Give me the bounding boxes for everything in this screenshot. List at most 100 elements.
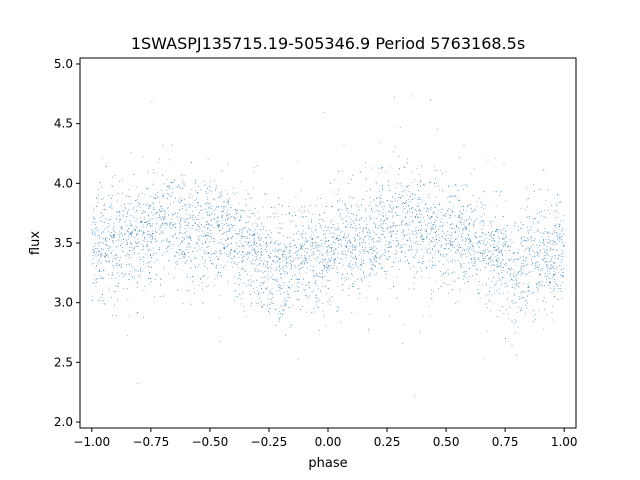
data-point	[210, 236, 212, 238]
data-point	[252, 187, 254, 189]
data-point	[359, 242, 360, 244]
data-point	[494, 249, 496, 251]
data-point	[218, 272, 220, 273]
data-point	[94, 218, 96, 220]
data-point	[150, 255, 152, 256]
data-point	[235, 296, 237, 298]
data-point	[192, 210, 194, 212]
data-point	[421, 262, 423, 264]
data-point	[450, 244, 452, 246]
data-point	[301, 305, 303, 307]
data-point	[360, 204, 362, 206]
data-point	[220, 205, 222, 207]
data-point	[522, 273, 524, 274]
data-point	[290, 220, 291, 222]
data-point	[149, 205, 150, 207]
data-point	[376, 218, 378, 220]
data-point	[301, 248, 303, 250]
data-point	[475, 236, 477, 238]
data-point	[196, 242, 198, 243]
data-point	[184, 225, 186, 227]
data-point	[421, 238, 423, 240]
data-point	[533, 292, 535, 294]
data-point	[281, 278, 282, 279]
data-point	[239, 219, 241, 221]
data-point	[262, 241, 264, 243]
data-point	[182, 303, 184, 304]
data-point	[406, 223, 408, 225]
data-point	[481, 232, 483, 234]
data-point	[412, 233, 413, 235]
data-point	[150, 242, 152, 243]
data-point	[271, 302, 272, 304]
data-point	[435, 220, 437, 222]
data-point	[119, 180, 120, 182]
data-point	[459, 244, 460, 246]
data-point	[332, 191, 334, 193]
data-point	[315, 294, 317, 296]
data-point	[438, 210, 440, 211]
data-point	[121, 265, 123, 267]
data-point	[418, 210, 420, 211]
data-point	[218, 226, 219, 227]
data-point	[448, 243, 449, 244]
data-point	[122, 214, 124, 216]
data-point	[498, 288, 499, 290]
data-point	[168, 194, 170, 196]
data-point	[181, 188, 183, 189]
data-point	[481, 207, 483, 209]
data-point	[453, 271, 455, 273]
data-point	[251, 197, 252, 199]
data-point	[197, 192, 199, 194]
data-point	[534, 313, 536, 315]
data-point	[129, 234, 131, 236]
data-point	[243, 283, 245, 284]
data-point	[229, 227, 230, 229]
data-point	[458, 227, 459, 229]
data-point	[445, 215, 447, 217]
data-point	[246, 241, 247, 243]
data-point	[354, 225, 356, 227]
data-point	[113, 228, 114, 230]
data-point	[521, 265, 523, 267]
data-point	[449, 241, 451, 243]
data-point	[170, 221, 172, 223]
data-point	[175, 252, 177, 254]
data-point	[529, 254, 531, 255]
data-point	[417, 205, 419, 207]
data-point	[155, 197, 157, 198]
data-point	[442, 236, 443, 238]
data-point	[282, 284, 284, 286]
data-point	[320, 198, 321, 199]
data-point	[286, 262, 287, 263]
data-point	[455, 252, 457, 254]
data-point	[547, 268, 549, 270]
data-point	[269, 312, 270, 314]
data-point	[551, 277, 553, 279]
data-point	[495, 258, 497, 260]
data-point	[463, 183, 465, 185]
data-point	[496, 245, 498, 247]
data-point	[164, 215, 166, 217]
data-point	[452, 240, 454, 242]
data-point	[238, 272, 240, 273]
data-point	[468, 238, 469, 240]
data-point	[381, 230, 383, 231]
data-point	[543, 259, 544, 261]
data-point	[301, 211, 303, 213]
data-point	[321, 302, 323, 304]
data-point	[204, 235, 206, 237]
data-point	[520, 270, 522, 272]
data-point	[339, 215, 341, 217]
data-point	[261, 306, 263, 307]
data-point	[276, 256, 278, 257]
data-point	[563, 233, 565, 235]
data-point	[488, 251, 490, 253]
data-point	[524, 236, 525, 238]
data-point	[152, 230, 154, 232]
data-point	[238, 262, 240, 263]
data-point	[551, 240, 553, 242]
data-point	[188, 225, 189, 227]
data-point	[289, 256, 291, 257]
data-point	[371, 207, 372, 209]
